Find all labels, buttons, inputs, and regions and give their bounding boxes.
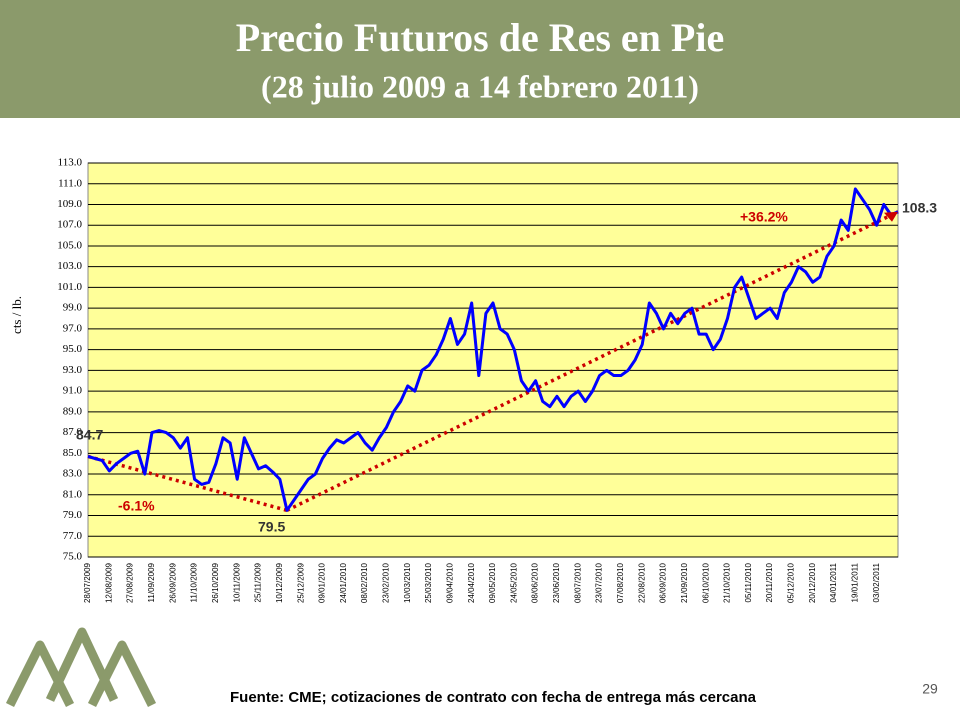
x-tick-label: 08/02/2010 <box>360 562 369 603</box>
x-tick-label: 08/07/2010 <box>573 562 582 603</box>
x-tick-label: 09/05/2010 <box>488 562 497 603</box>
x-tick-label: 08/06/2010 <box>531 562 540 603</box>
logo-peak <box>87 640 157 708</box>
x-tick-label: 25/12/2009 <box>296 562 305 603</box>
y-tick-label: 75.0 <box>63 551 83 563</box>
x-tick-label: 10/12/2009 <box>275 562 284 603</box>
x-tick-label: 23/02/2010 <box>382 562 391 603</box>
y-tick-label: 77.0 <box>63 530 83 542</box>
y-tick-label: 97.0 <box>63 322 83 334</box>
x-tick-label: 20/12/2010 <box>808 562 817 603</box>
subtitle: (28 julio 2009 a 14 febrero 2011) <box>261 68 699 104</box>
y-tick-label: 91.0 <box>63 385 83 397</box>
x-tick-label: 06/09/2010 <box>659 562 668 603</box>
x-tick-label: 11/09/2009 <box>147 562 156 602</box>
y-tick-label: 95.0 <box>63 343 83 355</box>
y-tick-label: 89.0 <box>63 405 83 417</box>
header-band <box>0 0 960 118</box>
x-tick-label: 20/11/2010 <box>765 562 774 602</box>
x-tick-label: 25/03/2010 <box>424 562 433 603</box>
logo <box>5 627 157 708</box>
x-tick-label: 04/01/2011 <box>829 562 838 602</box>
x-tick-label: 03/02/2011 <box>872 562 881 602</box>
y-tick-label: 93.0 <box>63 364 83 376</box>
annotation: +36.2% <box>740 209 788 225</box>
annotation: -6.1% <box>118 498 155 514</box>
title: Precio Futuros de Res en Pie <box>236 15 724 60</box>
x-tick-label: 24/05/2010 <box>509 562 518 603</box>
x-tick-label: 05/11/2010 <box>744 562 753 602</box>
y-axis-label: cts / lb. <box>9 296 24 334</box>
trend-line <box>286 210 899 512</box>
x-tick-label: 28/07/2009 <box>83 562 92 603</box>
x-tick-label: 26/10/2009 <box>211 562 220 603</box>
x-tick-label: 05/12/2010 <box>787 562 796 603</box>
x-tick-label: 07/08/2010 <box>616 562 625 603</box>
y-tick-label: 87.0 <box>63 426 83 438</box>
plot-area <box>87 162 899 558</box>
annotation: 79.5 <box>258 519 285 535</box>
x-tick-label: 12/08/2009 <box>104 562 113 603</box>
x-tick-label: 10/03/2010 <box>403 562 412 603</box>
x-tick-label: 24/01/2010 <box>339 562 348 603</box>
y-tick-label: 113.0 <box>58 157 83 169</box>
x-tick-label: 21/09/2010 <box>680 562 689 603</box>
y-tick-label: 81.0 <box>63 488 83 500</box>
x-tick-label: 11/10/2009 <box>190 562 199 602</box>
y-tick-label: 109.0 <box>57 198 82 210</box>
y-tick-label: 111.0 <box>58 177 82 189</box>
x-tick-label: 23/06/2010 <box>552 562 561 603</box>
x-tick-label: 09/01/2010 <box>318 562 327 603</box>
y-tick-label: 83.0 <box>63 468 83 480</box>
price-line <box>87 187 899 512</box>
x-tick-label: 25/11/2009 <box>254 562 263 602</box>
page-number: 29 <box>922 681 938 697</box>
x-tick-label: 24/04/2010 <box>467 562 476 603</box>
x-tick-label: 09/04/2010 <box>445 562 454 603</box>
x-tick-label: 19/01/2011 <box>850 562 859 602</box>
y-tick-label: 79.0 <box>63 509 83 521</box>
y-tick-label: 103.0 <box>57 260 82 272</box>
x-tick-label: 06/10/2010 <box>701 562 710 603</box>
x-tick-label: 26/09/2009 <box>168 562 177 603</box>
y-tick-label: 99.0 <box>63 302 83 314</box>
x-tick-label: 22/08/2010 <box>637 562 646 603</box>
y-tick-label: 105.0 <box>57 239 82 251</box>
y-tick-label: 101.0 <box>57 281 82 293</box>
annotation: 84.7 <box>76 427 103 443</box>
y-tick-label: 85.0 <box>63 447 83 459</box>
arrow-head <box>884 211 898 222</box>
x-tick-label: 23/07/2010 <box>595 562 604 603</box>
y-tick-label: 107.0 <box>57 219 82 231</box>
x-tick-label: 27/08/2009 <box>126 562 135 603</box>
x-tick-label: 21/10/2010 <box>723 562 732 603</box>
annotation: 108.3 <box>902 200 937 216</box>
source-note: Fuente: CME; cotizaciones de contrato co… <box>230 689 757 706</box>
x-tick-label: 10/11/2009 <box>232 562 241 602</box>
